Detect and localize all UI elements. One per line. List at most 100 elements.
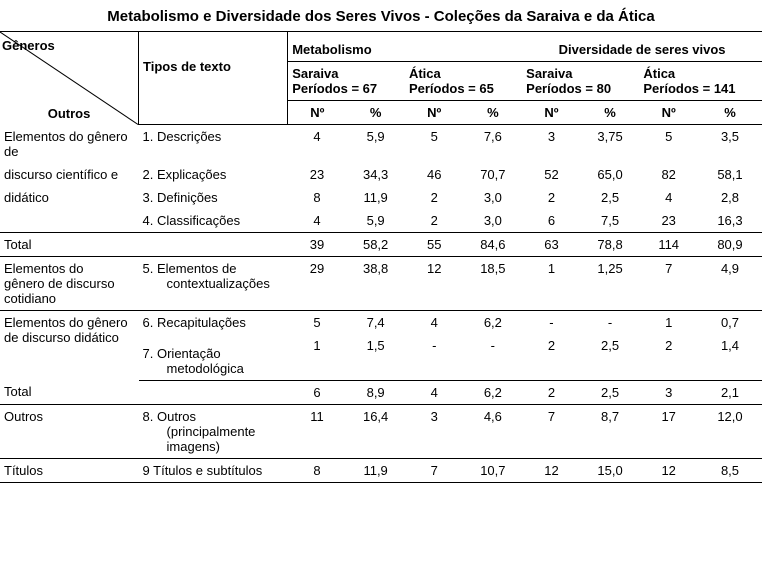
- tipos-label: Tipos de texto: [139, 32, 288, 101]
- lbl: Saraiva: [526, 66, 572, 81]
- cell: -: [522, 310, 581, 334]
- cell: 6: [288, 380, 347, 404]
- total-label: Total: [0, 380, 139, 404]
- lbl: Períodos =: [292, 81, 359, 96]
- table-row: 4. Classificações 45,9 23,0 67,5 2316,3: [0, 209, 762, 233]
- col-pct: %: [698, 101, 762, 125]
- col-pct: %: [464, 101, 523, 125]
- txt: Elementos do: [4, 261, 84, 276]
- genre-label: Elementos dogênero de discursocotidiano: [0, 256, 139, 310]
- type-label: 5. Elementos decontextualizações: [139, 256, 288, 310]
- cell: 2: [522, 380, 581, 404]
- table-row: Elementos do gênerode 1. Descrições 45,9…: [0, 125, 762, 163]
- txt: de: [4, 144, 18, 159]
- data-table: Gêneros Outros Tipos de texto Metabolism…: [0, 31, 762, 483]
- header-row-1: Gêneros Outros Tipos de texto Metabolism…: [0, 32, 762, 62]
- type-label: 6. Recapitulações: [139, 310, 288, 334]
- val: 141: [714, 81, 736, 96]
- cell: 4,6: [464, 404, 523, 458]
- total-row: Total 3958,2 5584,6 6378,8 11480,9: [0, 232, 762, 256]
- txt: de discurso didático: [4, 330, 119, 345]
- cell: 2,5: [581, 334, 640, 381]
- cell: 114: [639, 232, 698, 256]
- cell: 1,25: [581, 256, 640, 310]
- cell: 11,9: [346, 458, 405, 482]
- cell: 4: [405, 310, 464, 334]
- txt: gênero de discurso: [4, 276, 115, 291]
- generos-label: Gêneros: [2, 38, 55, 53]
- cell: 2,8: [698, 186, 762, 209]
- cell: 63: [522, 232, 581, 256]
- cell: 5: [288, 310, 347, 334]
- table-row: Títulos 9 Títulos e subtítulos 811,9 710…: [0, 458, 762, 482]
- total-label: Total: [0, 232, 139, 256]
- cell: 0,7: [698, 310, 762, 334]
- cell: 3: [639, 380, 698, 404]
- cell: 2,5: [581, 186, 640, 209]
- cell: 15,0: [581, 458, 640, 482]
- table-row: Outros 8. Outros(principalmenteimagens) …: [0, 404, 762, 458]
- cell: 8: [288, 186, 347, 209]
- cell: 7: [522, 404, 581, 458]
- cell: 23: [288, 163, 347, 186]
- cell: 7,6: [464, 125, 523, 163]
- cell: 7,5: [581, 209, 640, 233]
- type-label: 3. Definições: [139, 186, 288, 209]
- cell: 2: [522, 334, 581, 381]
- cell: 1,5: [346, 334, 405, 381]
- type-label: 9 Títulos e subtítulos: [139, 458, 288, 482]
- cell: -: [581, 310, 640, 334]
- cell: 5,9: [346, 209, 405, 233]
- total-row: Total 68,9 46,2 22,5 32,1: [0, 380, 762, 404]
- cell: 3: [522, 125, 581, 163]
- cell: 82: [639, 163, 698, 186]
- cell: 12: [522, 458, 581, 482]
- cell: 4: [405, 380, 464, 404]
- cell: 4: [288, 125, 347, 163]
- cell: 2: [405, 209, 464, 233]
- cell: 5: [405, 125, 464, 163]
- txt: metodológica: [143, 361, 244, 376]
- saraiva-a: SaraivaPeríodos = 67: [288, 62, 405, 101]
- col-no: Nº: [405, 101, 464, 125]
- col-no: Nº: [288, 101, 347, 125]
- cell: 4,9: [698, 256, 762, 310]
- txt: 7. Orientação: [143, 346, 221, 361]
- txt: cotidiano: [4, 291, 56, 306]
- cell: 1: [639, 310, 698, 334]
- genre-label: Elementos do gênerode discurso didático: [0, 310, 139, 380]
- cell: 10,7: [464, 458, 523, 482]
- lbl: Períodos =: [409, 81, 476, 96]
- group-diversidade: Diversidade de seres vivos: [522, 32, 762, 62]
- saraiva-b: SaraivaPeríodos = 80: [522, 62, 639, 101]
- cell: 58,1: [698, 163, 762, 186]
- cell: 1: [288, 334, 347, 381]
- cell: 46: [405, 163, 464, 186]
- cell: 2,5: [581, 380, 640, 404]
- cell: 12: [405, 256, 464, 310]
- cell: 16,4: [346, 404, 405, 458]
- cell: 7,4: [346, 310, 405, 334]
- atica-b: ÁticaPeríodos = 141: [639, 62, 762, 101]
- atica-a: ÁticaPeríodos = 65: [405, 62, 522, 101]
- table-row: discurso científico e 2. Explicações 233…: [0, 163, 762, 186]
- cell: 8,7: [581, 404, 640, 458]
- txt: 8. Outros: [143, 409, 196, 424]
- type-label: 7. Orientaçãometodológica: [139, 334, 288, 381]
- cell: 18,5: [464, 256, 523, 310]
- cell: 1,4: [698, 334, 762, 381]
- cell: 12,0: [698, 404, 762, 458]
- txt: Elementos do gênero: [4, 315, 128, 330]
- val: 65: [479, 81, 493, 96]
- col-pct: %: [581, 101, 640, 125]
- genre-label: discurso científico e: [0, 163, 139, 186]
- txt: imagens): [143, 439, 220, 454]
- type-label: 4. Classificações: [139, 209, 288, 233]
- page-title: Metabolismo e Diversidade dos Seres Vivo…: [0, 8, 762, 25]
- val: 80: [597, 81, 611, 96]
- table-row: Elementos do gênerode discurso didático …: [0, 310, 762, 334]
- type-label: 8. Outros(principalmenteimagens): [139, 404, 288, 458]
- cell: 4: [639, 186, 698, 209]
- cell: 1: [522, 256, 581, 310]
- cell: 70,7: [464, 163, 523, 186]
